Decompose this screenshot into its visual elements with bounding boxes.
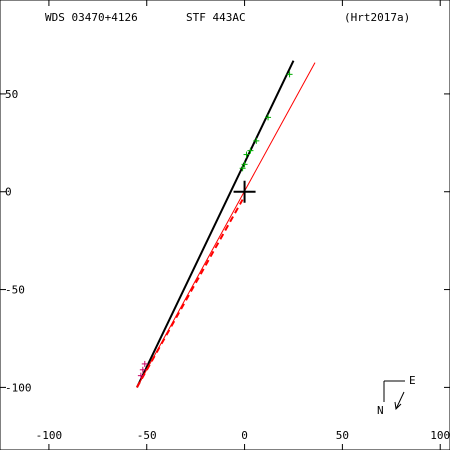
x-tick-label: -50: [137, 429, 157, 442]
compass-north-label: N: [377, 404, 384, 417]
compass: E N: [377, 374, 416, 417]
compass-arrowhead: [394, 401, 402, 411]
compass-east-label: E: [409, 374, 416, 387]
y-tick-label: -100: [5, 381, 32, 394]
y-tick-label: -50: [5, 284, 25, 297]
y-tick-label: 0: [5, 186, 12, 199]
orbit-line-2: [136, 199, 244, 388]
x-tick-label: 50: [336, 429, 349, 442]
header-center: STF 443AC: [186, 11, 246, 24]
header-left: WDS 03470+4126: [45, 11, 138, 24]
compass-motion-arrow: [395, 391, 405, 410]
header-right: (Hrt2017a): [344, 11, 410, 24]
x-tick-label: 0: [241, 429, 248, 442]
x-tick-label: 100: [430, 429, 450, 442]
orbit-series: [136, 60, 316, 388]
x-tick-label: -100: [36, 429, 63, 442]
orbit-line-0: [136, 60, 295, 388]
y-tick-label: 50: [5, 88, 18, 101]
